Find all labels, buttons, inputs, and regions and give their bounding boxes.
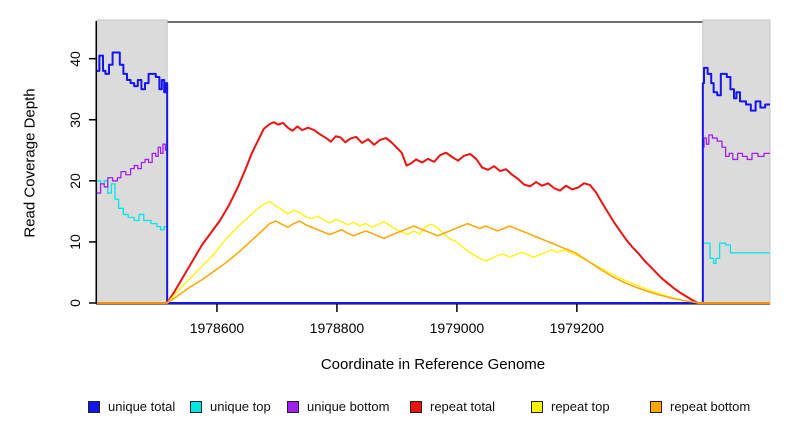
shaded-region-right	[702, 19, 771, 304]
legend-item-repeat-total: repeat total	[410, 399, 495, 414]
legend-label: unique top	[210, 399, 271, 414]
x-tick-label-1979000: 1979000	[429, 320, 485, 336]
legend-label: repeat top	[551, 399, 610, 414]
legend-label: repeat bottom	[670, 399, 751, 414]
repeat-top-swatch-icon	[531, 400, 543, 413]
shaded-region-left	[96, 19, 168, 304]
legend-item-unique-bottom: unique bottom	[287, 399, 389, 414]
unique-bottom-swatch-icon	[287, 400, 299, 413]
unique-top-swatch-icon	[190, 400, 202, 413]
series-unique-bottom	[97, 134, 770, 304]
x-tick-label-1978800: 1978800	[309, 320, 365, 336]
series-repeat-bottom	[97, 220, 770, 304]
y-axis-title: Read Coverage Depth	[21, 88, 39, 238]
series-unique-total	[97, 51, 770, 304]
y-tick-label-0: 0	[67, 299, 83, 307]
x-axis-title: Coordinate in Reference Genome	[320, 356, 546, 373]
series-repeat-total	[97, 121, 770, 304]
y-tick-label-20: 20	[67, 173, 83, 189]
x-tick-label-1979200: 1979200	[549, 320, 605, 336]
repeat-total-swatch-icon	[410, 400, 422, 413]
series-repeat-top	[97, 200, 770, 304]
legend-item-repeat-top: repeat top	[531, 399, 610, 414]
legend: unique total unique top unique bottom re…	[0, 0, 792, 414]
legend-label: unique bottom	[307, 399, 390, 414]
legend-item-unique-total: unique total	[88, 399, 175, 414]
legend-item-unique-top: unique top	[190, 399, 271, 414]
legend-item-repeat-bottom: repeat bottom	[650, 399, 750, 414]
legend-label: repeat total	[430, 399, 496, 414]
y-tick-label-40: 40	[67, 50, 83, 67]
y-tick-label-10: 10	[67, 234, 83, 250]
y-tick-label-30: 30	[67, 111, 83, 128]
repeat-bottom-swatch-icon	[650, 400, 662, 413]
unique-total-swatch-icon	[88, 400, 100, 413]
legend-label: unique total	[108, 399, 176, 414]
series-unique-top	[97, 180, 770, 304]
x-tick-label-1978600: 1978600	[189, 320, 245, 336]
